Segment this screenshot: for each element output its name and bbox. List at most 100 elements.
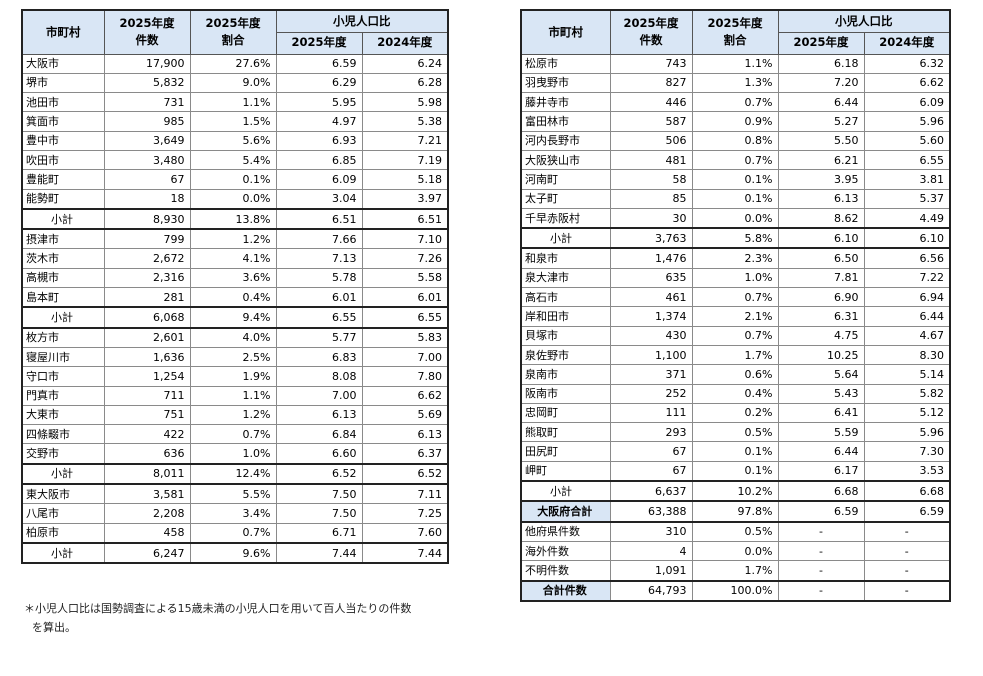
ratio-cell: 0.7% — [691, 92, 779, 113]
child-ratio-2024-cell: 7.25 — [361, 503, 449, 524]
child-ratio-2024-cell: 6.32 — [863, 53, 951, 74]
table-row: 島本町 281 0.4% 6.01 6.01 — [21, 287, 449, 308]
ratio-cell: 1.2% — [189, 404, 277, 426]
ratio-cell: 0.1% — [691, 188, 779, 209]
ratio-cell: 1.1% — [189, 385, 277, 406]
child-ratio-2025-cell: 7.66 — [275, 228, 363, 250]
ratio-cell: 4.0% — [189, 326, 277, 348]
city-cell: 吹田市 — [21, 149, 105, 171]
header-count: 2025年度 件数 — [103, 9, 191, 55]
city-cell: 貝塚市 — [520, 325, 611, 346]
subtotal-row: 小計 6,637 10.2% 6.68 6.68 — [520, 480, 951, 502]
ratio-cell: 13.8% — [189, 207, 277, 230]
child-ratio-2025-cell: 6.59 — [275, 53, 363, 74]
ratio-cell: 27.6% — [189, 53, 277, 74]
ratio-cell: 0.9% — [691, 111, 779, 132]
left-table-body: 大阪市 17,900 27.6% 6.59 6.24 堺市 5,832 9.0% 6.29 6.2… — [21, 53, 449, 564]
child-ratio-2025-cell: - — [777, 560, 865, 582]
right-data-table: 市町村 2025年度 件数 2025年度 割合 小児人口比 2025年度 2024年… — [520, 9, 951, 602]
ratio-cell: 1.1% — [691, 53, 779, 74]
table-row: 阪南市 252 0.4% 5.43 5.82 — [520, 383, 951, 404]
ratio-cell: 0.1% — [691, 169, 779, 190]
child-ratio-2025-cell: 6.50 — [777, 247, 865, 269]
total-row: 大阪府合計 63,388 97.8% 6.59 6.59 — [520, 500, 951, 523]
child-ratio-2024-cell: 7.11 — [361, 483, 449, 505]
count-cell: 1,254 — [103, 366, 191, 387]
child-ratio-2025-cell: 6.59 — [777, 500, 865, 523]
ratio-cell: 1.1% — [189, 92, 277, 113]
child-ratio-2024-cell: 5.96 — [863, 422, 951, 443]
child-ratio-2025-cell: 3.04 — [275, 188, 363, 210]
ratio-cell: 2.1% — [691, 306, 779, 327]
city-cell: 他府県件数 — [520, 520, 611, 542]
ratio-cell: 100.0% — [691, 579, 779, 602]
city-cell: 富田林市 — [520, 111, 611, 132]
header-ratio-line1: 2025年度 — [205, 16, 261, 31]
child-ratio-2025-cell: 6.21 — [777, 149, 865, 171]
ratio-cell: 1.9% — [189, 366, 277, 387]
child-ratio-2025-cell: 6.90 — [777, 287, 865, 308]
city-cell: 河内長野市 — [520, 130, 611, 151]
ratio-cell: 0.5% — [691, 422, 779, 443]
child-ratio-2024-cell: 7.80 — [361, 366, 449, 387]
child-ratio-2024-cell: 6.28 — [361, 72, 449, 94]
count-cell: 281 — [103, 287, 191, 308]
table-row: 太子町 85 0.1% 6.13 5.37 — [520, 188, 951, 209]
child-ratio-2024-cell: 3.53 — [863, 460, 951, 482]
city-cell: 大阪府合計 — [520, 500, 611, 523]
table-row: 藤井寺市 446 0.7% 6.44 6.09 — [520, 92, 951, 113]
child-ratio-2024-cell: 7.21 — [361, 130, 449, 151]
child-ratio-2024-cell: 6.24 — [361, 53, 449, 74]
header-year-2025: 2025年度 — [275, 31, 363, 55]
child-ratio-2024-cell: - — [863, 540, 951, 562]
ratio-cell: 0.7% — [189, 522, 277, 544]
count-cell: 67 — [103, 169, 191, 190]
child-ratio-2024-cell: 6.37 — [361, 443, 449, 465]
child-ratio-2024-cell: 6.62 — [863, 72, 951, 94]
child-ratio-2024-cell: 6.13 — [361, 424, 449, 445]
table-row: 千早赤阪村 30 0.0% 8.62 4.49 — [520, 207, 951, 229]
child-ratio-2025-cell: 6.85 — [275, 149, 363, 171]
city-cell: 合計件数 — [520, 579, 611, 602]
count-cell: 1,636 — [103, 346, 191, 368]
child-ratio-2024-cell: 7.60 — [361, 522, 449, 544]
table-row: 他府県件数 310 0.5% - - — [520, 520, 951, 542]
count-cell: 111 — [609, 402, 693, 424]
city-cell: 柏原市 — [21, 522, 105, 544]
table-row: 大阪市 17,900 27.6% 6.59 6.24 — [21, 53, 449, 74]
footnote: ＊小児人口比は国勢調査による15歳未満の小児人口を用いて百人当たりの件数 を算出… — [24, 599, 454, 637]
child-ratio-2024-cell: - — [863, 579, 951, 602]
header-count: 2025年度 件数 — [609, 9, 693, 55]
count-cell: 1,476 — [609, 247, 693, 269]
city-cell: 門真市 — [21, 385, 105, 406]
table-row: 枚方市 2,601 4.0% 5.77 5.83 — [21, 326, 449, 348]
table-row: 熊取町 293 0.5% 5.59 5.96 — [520, 422, 951, 443]
city-cell: 守口市 — [21, 366, 105, 387]
child-ratio-2024-cell: 6.01 — [361, 287, 449, 308]
count-cell: 458 — [103, 522, 191, 544]
table-row: 東大阪市 3,581 5.5% 7.50 7.11 — [21, 483, 449, 505]
footnote-line-2: を算出。 — [32, 621, 76, 634]
ratio-cell: 0.1% — [691, 460, 779, 482]
header-city: 市町村 — [21, 9, 105, 55]
table-row: 大東市 751 1.2% 6.13 5.69 — [21, 404, 449, 426]
city-cell: 大阪狭山市 — [520, 149, 611, 171]
city-cell: 岸和田市 — [520, 306, 611, 327]
ratio-cell: 4.1% — [189, 248, 277, 269]
count-cell: 8,011 — [103, 462, 191, 485]
header-count-line2: 件数 — [639, 32, 663, 47]
table-row: 泉佐野市 1,100 1.7% 10.25 8.30 — [520, 344, 951, 366]
child-ratio-2025-cell: 6.44 — [777, 441, 865, 462]
count-cell: 446 — [609, 92, 693, 113]
city-cell: 忠岡町 — [520, 402, 611, 424]
count-cell: 2,208 — [103, 503, 191, 524]
child-ratio-2024-cell: 7.30 — [863, 441, 951, 462]
city-cell: 小計 — [520, 480, 611, 502]
subtotal-row: 小計 8,930 13.8% 6.51 6.51 — [21, 207, 449, 230]
subtotal-row: 小計 6,068 9.4% 6.55 6.55 — [21, 306, 449, 329]
city-cell: 大阪市 — [21, 53, 105, 74]
child-ratio-2025-cell: 6.68 — [777, 480, 865, 502]
child-ratio-2025-cell: 5.50 — [777, 130, 865, 151]
city-cell: 小計 — [520, 227, 611, 249]
count-cell: 63,388 — [609, 500, 693, 523]
